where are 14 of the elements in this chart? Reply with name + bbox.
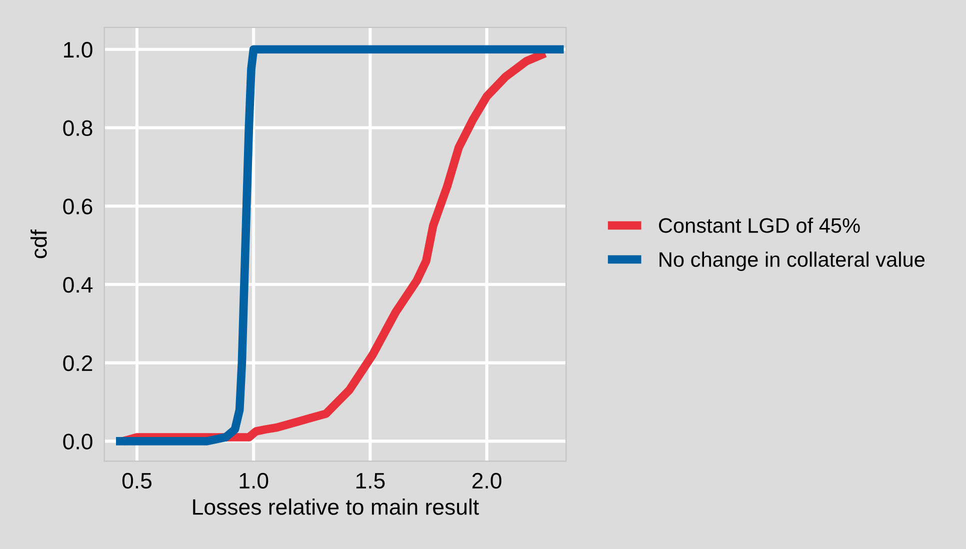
x-axis-title: Losses relative to main result (193, 498, 479, 515)
y-tick-label: 0.8 (63, 120, 92, 136)
x-tick-label: 1.5 (356, 473, 385, 489)
x-tick-label: 0.5 (122, 472, 152, 489)
y-tick-label: 0.4 (63, 277, 93, 293)
y-axis-title: cdf (30, 229, 47, 258)
y-tick-label: 0.2 (63, 355, 92, 372)
y-tick-label: 0.0 (63, 434, 92, 450)
x-tick-label: 2.0 (472, 472, 502, 489)
x-tick-label: 1.0 (240, 472, 268, 489)
legend-label: No change in collateral value (660, 252, 925, 272)
y-tick-label: 1.0 (64, 42, 92, 58)
y-tick-label: 0.6 (63, 198, 92, 214)
legend-label: Constant LGD of 45% (658, 218, 860, 233)
